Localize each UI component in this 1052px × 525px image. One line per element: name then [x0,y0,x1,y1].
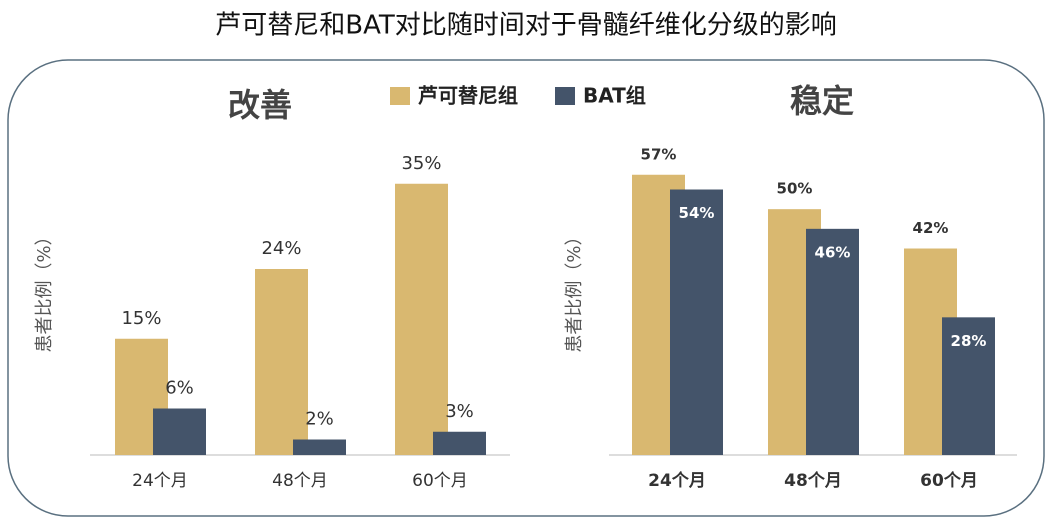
bar [293,439,346,455]
value-label: 2% [305,409,334,430]
bar [153,408,206,455]
x-tick-label: 24个月 [132,471,188,491]
x-tick-label: 48个月 [784,470,842,491]
frame [7,59,1045,517]
value-label: 15% [121,308,161,329]
bar [806,228,859,455]
subplot-title: 稳定 [790,82,854,120]
bar [395,183,448,455]
bar [255,269,308,455]
chart-title: 芦可替尼和BAT对比随时间对于骨髓纤维化分级的影响 [215,11,837,41]
value-label: 57% [641,145,677,163]
legend-label: BAT组 [583,84,646,108]
value-label: 35% [401,153,441,174]
value-label: 46% [815,243,851,261]
value-label: 54% [679,204,715,222]
value-label: 50% [777,180,813,198]
x-tick-label: 24个月 [648,470,706,491]
value-label: 28% [951,332,987,350]
y-axis-label: 患者比例（%） [564,227,585,352]
bar [942,317,995,455]
x-tick-label: 60个月 [412,471,468,491]
bar [670,189,723,455]
value-label: 42% [913,219,949,237]
legend-swatch [555,87,575,105]
legend-swatch [390,87,410,105]
bar [433,431,486,455]
value-label: 6% [165,378,194,399]
y-axis-label: 患者比例（%） [34,227,55,352]
value-label: 24% [261,238,301,259]
value-label: 3% [445,401,474,422]
subplot-title: 改善 [228,86,292,124]
x-tick-label: 48个月 [272,471,328,491]
x-tick-label: 60个月 [920,470,978,491]
legend-label: 芦可替尼组 [418,84,518,108]
